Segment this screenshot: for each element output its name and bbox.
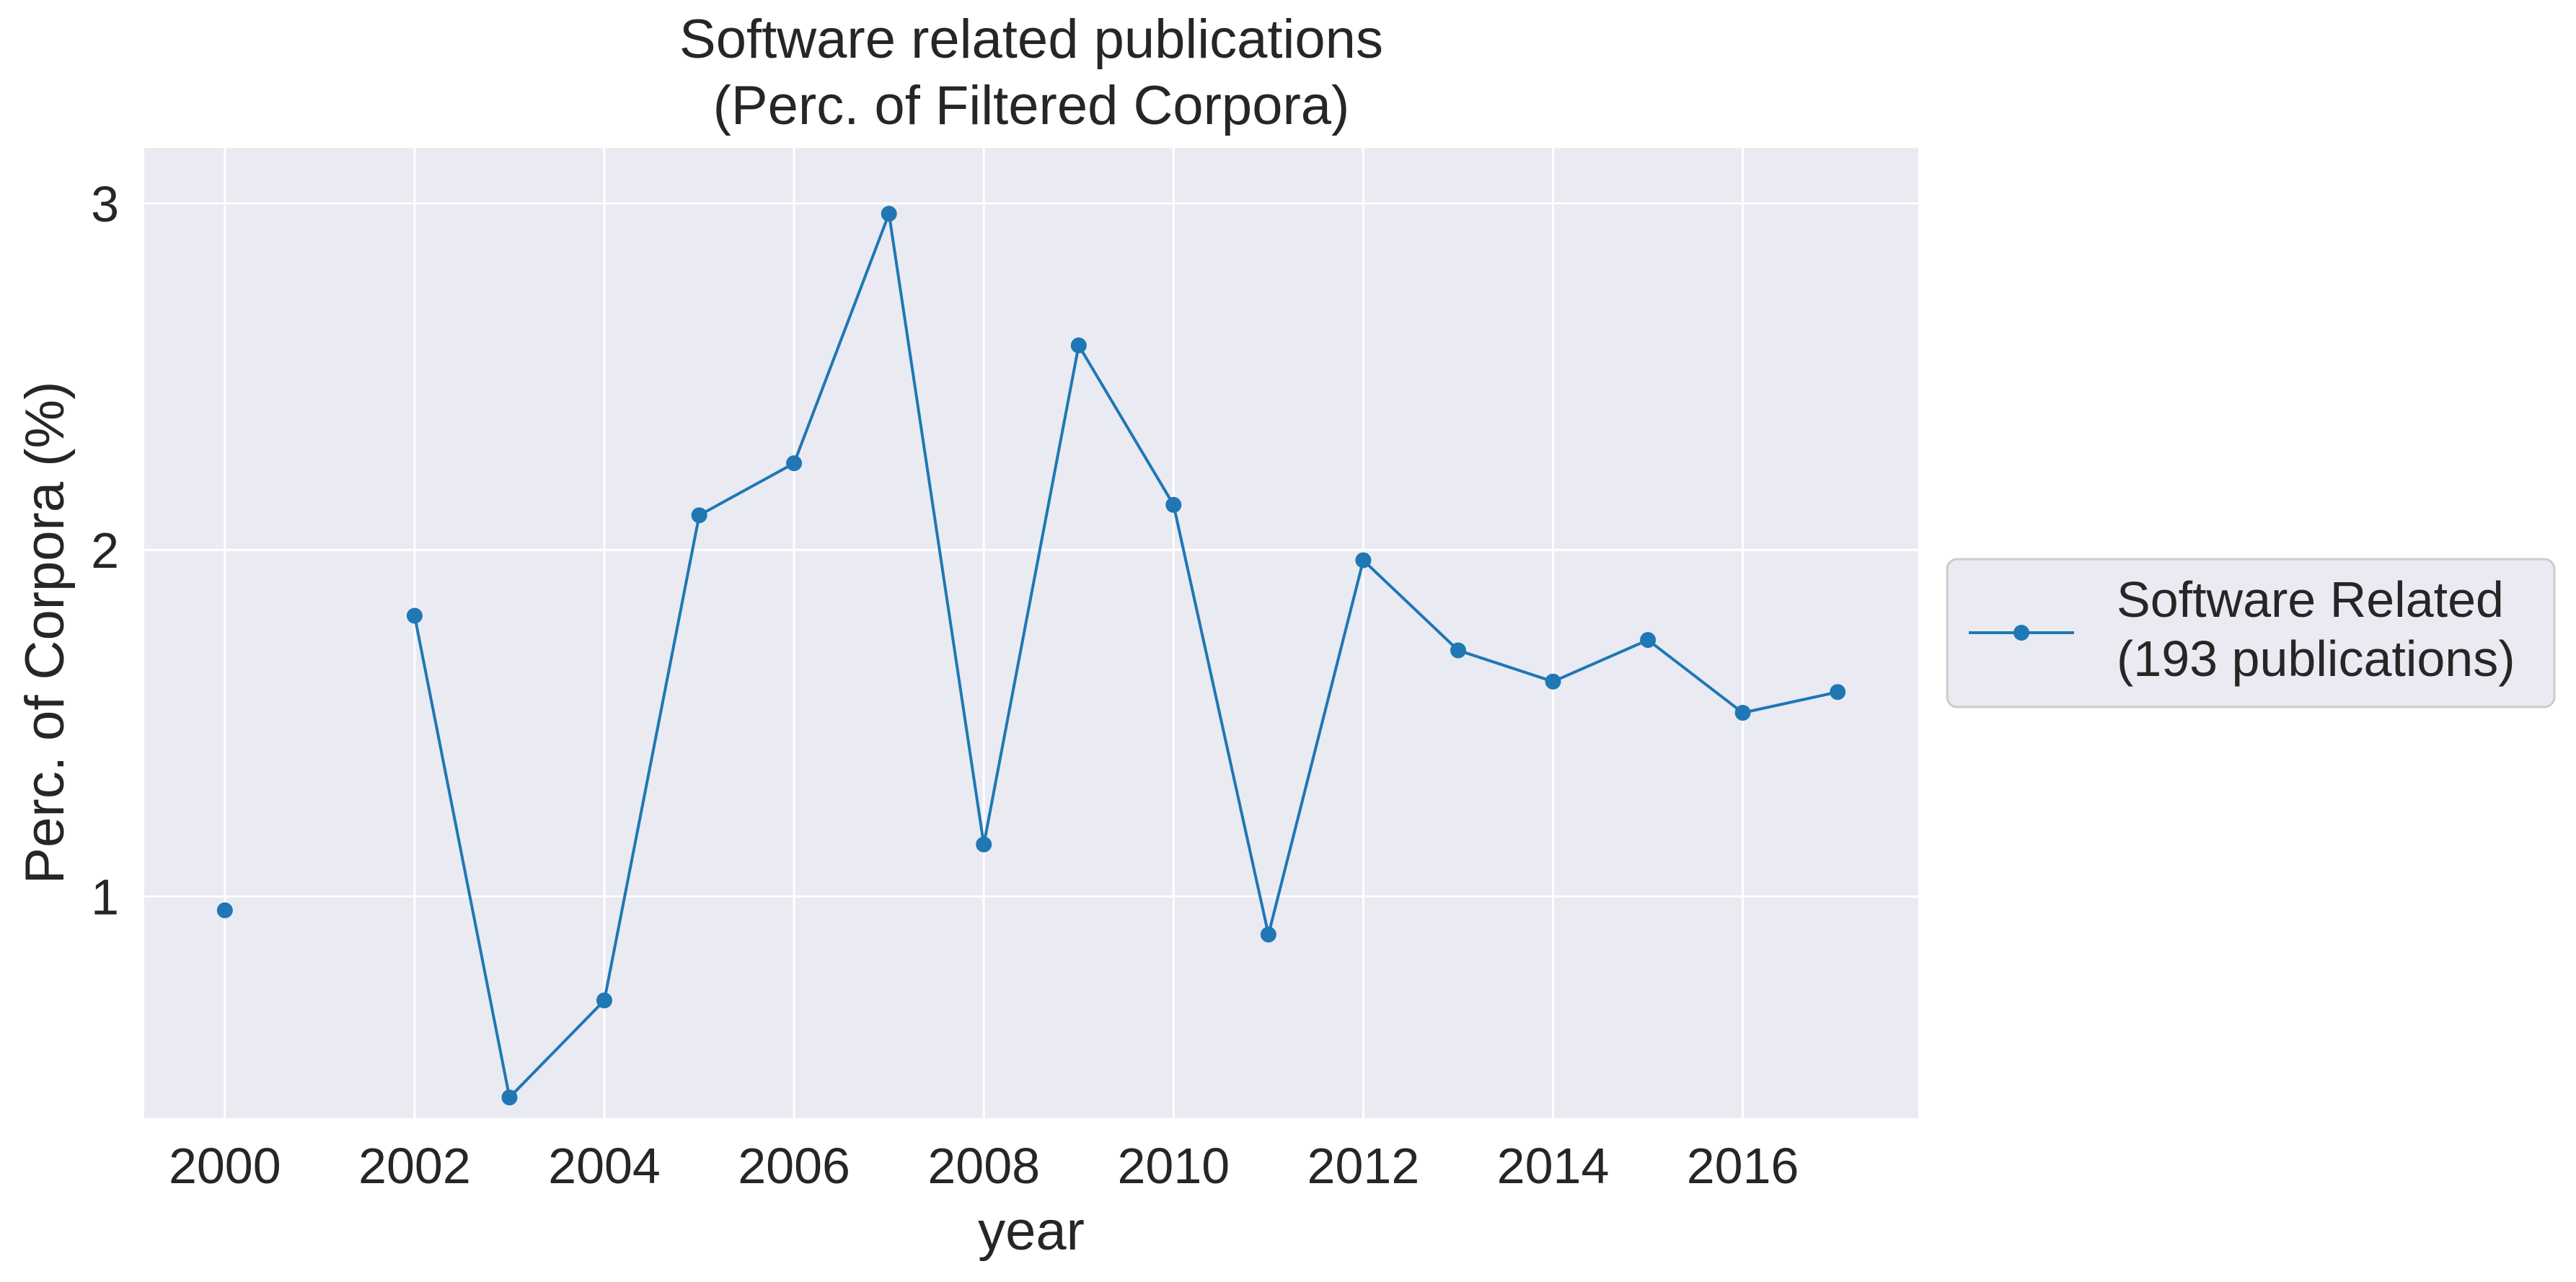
x-tick-label-2004: 2004 — [548, 1138, 661, 1194]
x-tick-label-2012: 2012 — [1307, 1138, 1420, 1194]
x-axis-label: year — [978, 1200, 1085, 1262]
x-tick-label-2002: 2002 — [358, 1138, 471, 1194]
data-point-2015 — [1640, 632, 1657, 649]
x-tick-label-2016: 2016 — [1687, 1138, 1799, 1194]
tick-labels: 2000 2002 2004 2006 2008 2010 2012 2014 2016 1 2 3 — [91, 176, 1799, 1194]
legend: Software Related (193 publications) — [1946, 558, 2556, 708]
data-point-2000 — [216, 902, 233, 918]
data-point-2004 — [596, 992, 612, 1009]
data-point-2010 — [1165, 496, 1182, 513]
chart-subtitle: (Perc. of Filtered Corpora) — [713, 75, 1350, 136]
x-tick-label-2008: 2008 — [927, 1138, 1040, 1194]
data-point-2008 — [976, 836, 992, 853]
data-point-2007 — [881, 206, 897, 222]
legend-label-line1: Software Related — [2117, 571, 2504, 628]
series-line-0-segment-1 — [413, 212, 1838, 1099]
legend-box — [1946, 558, 2556, 708]
plot-area — [144, 148, 1918, 1118]
x-tick-label-2010: 2010 — [1117, 1138, 1230, 1194]
data-point-2006 — [786, 455, 803, 472]
x-tick-label-2000: 2000 — [169, 1138, 281, 1194]
data-point-2013 — [1450, 642, 1466, 659]
grid-lines — [144, 148, 1918, 1118]
data-point-2011 — [1260, 926, 1276, 943]
series-layer — [216, 206, 1846, 1106]
y-tick-label-3: 3 — [91, 176, 119, 232]
legend-marker-swatch — [2013, 625, 2029, 641]
x-tick-label-2006: 2006 — [738, 1138, 850, 1194]
data-point-2003 — [501, 1089, 518, 1106]
y-tick-label-1: 1 — [91, 869, 119, 926]
chart-title: Software related publications — [679, 9, 1383, 70]
legend-label-line2: (193 publications) — [2117, 631, 2515, 687]
data-point-2002 — [406, 607, 423, 624]
data-point-2012 — [1355, 552, 1372, 568]
y-tick-label-2: 2 — [91, 522, 119, 579]
x-tick-label-2014: 2014 — [1497, 1138, 1610, 1194]
data-point-2014 — [1545, 673, 1561, 690]
data-point-2017 — [1830, 684, 1846, 701]
data-point-2016 — [1734, 705, 1751, 721]
data-point-2005 — [691, 507, 707, 524]
y-axis-label: Perc. of Corpora (%) — [14, 382, 76, 884]
data-point-2009 — [1070, 337, 1087, 354]
